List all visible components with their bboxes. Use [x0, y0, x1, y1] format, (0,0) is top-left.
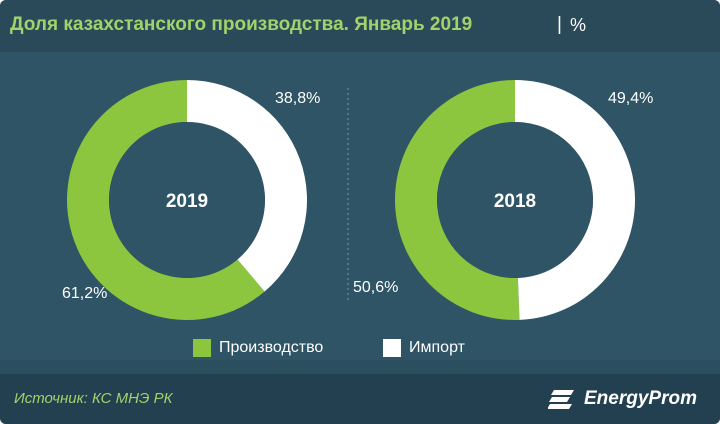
energyprom-logo-icon	[548, 390, 574, 409]
footer: Источник: КС МНЭ РК EnergyProm	[0, 374, 720, 424]
donut-slice-production-2019	[67, 80, 265, 320]
legend-swatch-production	[193, 339, 211, 357]
donut-center-label-2018: 2018	[494, 191, 536, 212]
donut-chart-2018: 2018 50,6% 49,4%	[353, 80, 653, 320]
data-label-import-2018: 49,4%	[608, 90, 653, 107]
data-label-import-2019: 38,8%	[275, 90, 320, 107]
data-label-production-2019: 61,2%	[62, 285, 107, 302]
donut-hole-2019	[109, 122, 265, 278]
legend-item-import: Импорт	[383, 339, 465, 357]
chart-title: Доля казахстанского производства. Январь…	[10, 14, 473, 35]
donut-chart-2019: 2019 61,2% 38,8%	[62, 80, 320, 320]
chart-header: Доля казахстанского производства. Январь…	[0, 0, 720, 52]
legend-swatch-import	[383, 339, 401, 357]
title-separator: |	[557, 14, 562, 35]
donut-slice-production-2018	[395, 80, 520, 320]
legend-label-import: Импорт	[409, 339, 465, 356]
legend: Производство Импорт	[0, 339, 720, 363]
legend-item-production: Производство	[193, 339, 323, 357]
source-text: Источник: КС МНЭ РК	[14, 390, 173, 407]
donut-slice-import-2019	[187, 80, 308, 292]
brand-name: EnergyProm	[584, 388, 697, 409]
data-label-production-2018: 50,6%	[353, 279, 398, 296]
legend-label-production: Производство	[219, 339, 324, 356]
donut-hole-2018	[437, 122, 593, 278]
brand-logo: EnergyProm	[548, 386, 697, 412]
donut-center-label-2019: 2019	[166, 191, 208, 212]
donut-slice-import-2018	[515, 80, 636, 320]
title-unit: %	[570, 15, 587, 35]
